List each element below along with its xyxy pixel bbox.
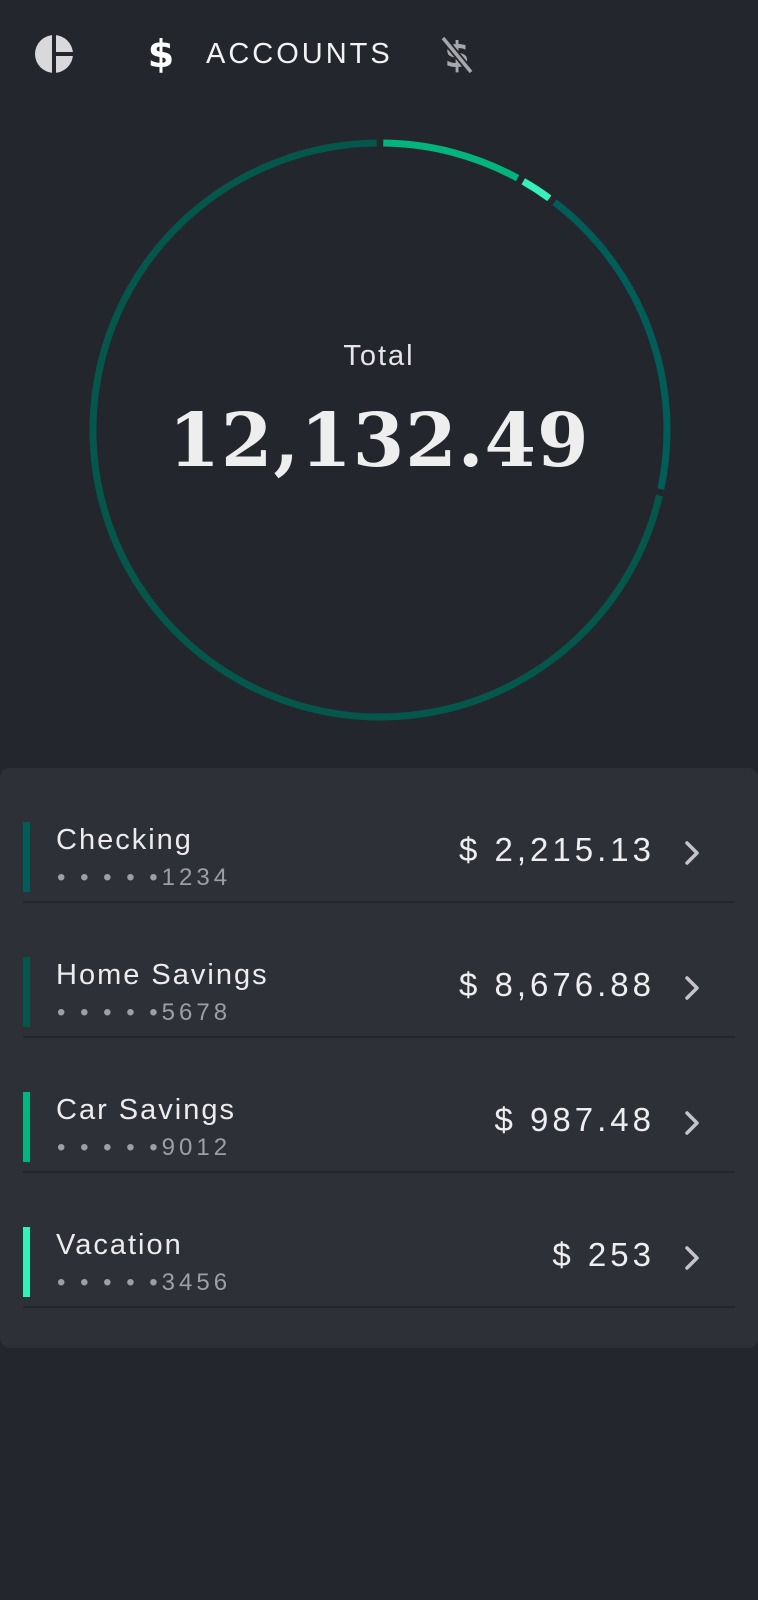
account-balance: $ 2,215.13 xyxy=(459,831,655,868)
account-name: Car Savings xyxy=(56,1094,236,1126)
accounts-card: Checking • • • • •1234 $ 2,215.13 Home S… xyxy=(0,768,758,1348)
account-row-home-savings[interactable]: Home Savings • • • • •5678 $ 8,676.88 xyxy=(23,903,735,1038)
chevron-right-icon[interactable] xyxy=(677,1108,707,1138)
account-name: Checking xyxy=(56,824,193,856)
account-balance: $ 8,676.88 xyxy=(459,966,655,1003)
account-color-bar xyxy=(23,957,30,1027)
chevron-right-icon[interactable] xyxy=(677,973,707,1003)
account-row-car-savings[interactable]: Car Savings • • • • •9012 $ 987.48 xyxy=(23,1038,735,1173)
account-color-bar xyxy=(23,1227,30,1297)
account-name: Home Savings xyxy=(56,959,269,991)
total-label: Total xyxy=(343,340,415,372)
total-amount: 12,132.49 xyxy=(168,398,590,484)
account-color-bar xyxy=(23,822,30,892)
account-balance: $ 987.48 xyxy=(494,1101,655,1138)
account-number: • • • • •9012 xyxy=(57,1134,232,1161)
account-name: Vacation xyxy=(56,1229,183,1261)
tab-accounts-label: ACCOUNTS xyxy=(206,37,393,70)
balance-donut-chart xyxy=(89,139,671,721)
donut-slice-home-savings xyxy=(89,139,663,721)
donut-slice-vacation xyxy=(521,178,552,202)
top-tab-bar: $ ACCOUNTS $ xyxy=(0,0,758,108)
account-color-bar xyxy=(23,1092,30,1162)
dollar-icon: $ xyxy=(147,32,175,76)
donut-slice-checking xyxy=(552,199,671,490)
account-row-vacation[interactable]: Vacation • • • • •3456 $ 253 xyxy=(23,1173,735,1308)
donut-slice-car-savings xyxy=(383,139,520,182)
chevron-right-icon[interactable] xyxy=(677,838,707,868)
account-balance: $ 253 xyxy=(552,1236,655,1273)
account-row-checking[interactable]: Checking • • • • •1234 $ 2,215.13 xyxy=(23,768,735,903)
tab-bills[interactable]: $ xyxy=(440,34,474,76)
pie-chart-icon xyxy=(35,34,74,74)
account-number: • • • • •1234 xyxy=(57,864,232,891)
account-number: • • • • •3456 xyxy=(57,1269,232,1296)
tab-overview[interactable] xyxy=(34,34,74,74)
tab-accounts[interactable]: $ ACCOUNTS xyxy=(146,30,393,78)
no-money-icon: $ xyxy=(440,35,474,76)
account-number: • • • • •5678 xyxy=(57,999,232,1026)
chevron-right-icon[interactable] xyxy=(677,1243,707,1273)
